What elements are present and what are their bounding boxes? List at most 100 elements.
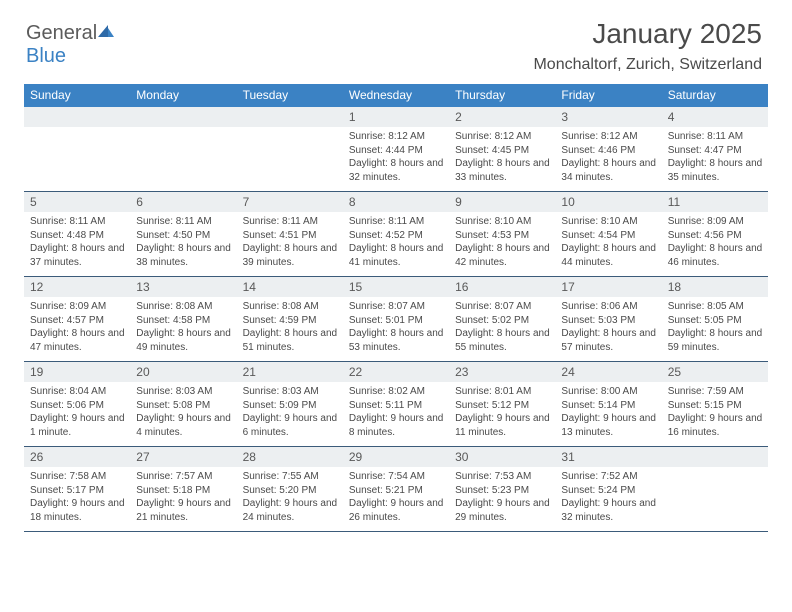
day-number: 20 <box>130 362 236 382</box>
calendar-day-cell: 16Sunrise: 8:07 AMSunset: 5:02 PMDayligh… <box>449 277 555 361</box>
sunset-text: Sunset: 5:21 PM <box>349 484 445 498</box>
day-details: Sunrise: 8:09 AMSunset: 4:57 PMDaylight:… <box>24 297 130 358</box>
sunset-text: Sunset: 4:54 PM <box>561 229 657 243</box>
calendar-day-cell <box>237 107 343 191</box>
day-number: 26 <box>24 447 130 467</box>
day-details: Sunrise: 8:03 AMSunset: 5:08 PMDaylight:… <box>130 382 236 443</box>
calendar-day-cell: 24Sunrise: 8:00 AMSunset: 5:14 PMDayligh… <box>555 362 661 446</box>
sunset-text: Sunset: 4:58 PM <box>136 314 232 328</box>
sunrise-text: Sunrise: 8:03 AM <box>136 385 232 399</box>
sunrise-text: Sunrise: 8:05 AM <box>668 300 764 314</box>
sunset-text: Sunset: 4:48 PM <box>30 229 126 243</box>
day-number: 22 <box>343 362 449 382</box>
sunrise-text: Sunrise: 8:12 AM <box>561 130 657 144</box>
day-number: 9 <box>449 192 555 212</box>
calendar-day-cell: 17Sunrise: 8:06 AMSunset: 5:03 PMDayligh… <box>555 277 661 361</box>
day-details: Sunrise: 8:03 AMSunset: 5:09 PMDaylight:… <box>237 382 343 443</box>
day-number: 25 <box>662 362 768 382</box>
sunset-text: Sunset: 4:57 PM <box>30 314 126 328</box>
calendar-day-cell: 13Sunrise: 8:08 AMSunset: 4:58 PMDayligh… <box>130 277 236 361</box>
sunset-text: Sunset: 4:56 PM <box>668 229 764 243</box>
day-number: 6 <box>130 192 236 212</box>
calendar-day-cell: 8Sunrise: 8:11 AMSunset: 4:52 PMDaylight… <box>343 192 449 276</box>
day-details: Sunrise: 8:08 AMSunset: 4:58 PMDaylight:… <box>130 297 236 358</box>
day-number: 16 <box>449 277 555 297</box>
calendar-day-cell: 11Sunrise: 8:09 AMSunset: 4:56 PMDayligh… <box>662 192 768 276</box>
day-details: Sunrise: 8:12 AMSunset: 4:46 PMDaylight:… <box>555 127 661 188</box>
sunset-text: Sunset: 4:52 PM <box>349 229 445 243</box>
page-subtitle: Monchaltorf, Zurich, Switzerland <box>533 56 762 74</box>
sunrise-text: Sunrise: 7:52 AM <box>561 470 657 484</box>
calendar-day-cell <box>130 107 236 191</box>
daylight-text: Daylight: 8 hours and 42 minutes. <box>455 242 551 269</box>
day-number: 30 <box>449 447 555 467</box>
day-number: 27 <box>130 447 236 467</box>
calendar-header-row: SundayMondayTuesdayWednesdayThursdayFrid… <box>24 84 768 107</box>
daylight-text: Daylight: 9 hours and 6 minutes. <box>243 412 339 439</box>
daylight-text: Daylight: 9 hours and 1 minute. <box>30 412 126 439</box>
day-number: 7 <box>237 192 343 212</box>
sunrise-text: Sunrise: 8:11 AM <box>136 215 232 229</box>
calendar-week-row: 5Sunrise: 8:11 AMSunset: 4:48 PMDaylight… <box>24 192 768 277</box>
daylight-text: Daylight: 9 hours and 24 minutes. <box>243 497 339 524</box>
sunset-text: Sunset: 4:51 PM <box>243 229 339 243</box>
sunset-text: Sunset: 5:02 PM <box>455 314 551 328</box>
daylight-text: Daylight: 9 hours and 18 minutes. <box>30 497 126 524</box>
day-number: 15 <box>343 277 449 297</box>
sunset-text: Sunset: 5:20 PM <box>243 484 339 498</box>
sunrise-text: Sunrise: 8:04 AM <box>30 385 126 399</box>
daylight-text: Daylight: 9 hours and 21 minutes. <box>136 497 232 524</box>
sunset-text: Sunset: 5:01 PM <box>349 314 445 328</box>
logo: General Blue <box>26 22 116 68</box>
calendar-day-cell: 5Sunrise: 8:11 AMSunset: 4:48 PMDaylight… <box>24 192 130 276</box>
daylight-text: Daylight: 8 hours and 53 minutes. <box>349 327 445 354</box>
day-number: 24 <box>555 362 661 382</box>
day-details: Sunrise: 8:06 AMSunset: 5:03 PMDaylight:… <box>555 297 661 358</box>
day-details: Sunrise: 8:11 AMSunset: 4:52 PMDaylight:… <box>343 212 449 273</box>
sunset-text: Sunset: 4:53 PM <box>455 229 551 243</box>
calendar-day-cell: 6Sunrise: 8:11 AMSunset: 4:50 PMDaylight… <box>130 192 236 276</box>
sunset-text: Sunset: 4:59 PM <box>243 314 339 328</box>
sunrise-text: Sunrise: 7:54 AM <box>349 470 445 484</box>
sunrise-text: Sunrise: 8:11 AM <box>349 215 445 229</box>
sunrise-text: Sunrise: 8:09 AM <box>30 300 126 314</box>
calendar-day-cell: 2Sunrise: 8:12 AMSunset: 4:45 PMDaylight… <box>449 107 555 191</box>
sunset-text: Sunset: 4:44 PM <box>349 144 445 158</box>
day-number: 12 <box>24 277 130 297</box>
day-details: Sunrise: 8:10 AMSunset: 4:53 PMDaylight:… <box>449 212 555 273</box>
day-number: 18 <box>662 277 768 297</box>
calendar-day-cell: 14Sunrise: 8:08 AMSunset: 4:59 PMDayligh… <box>237 277 343 361</box>
sunrise-text: Sunrise: 8:11 AM <box>243 215 339 229</box>
sunset-text: Sunset: 5:14 PM <box>561 399 657 413</box>
sunrise-text: Sunrise: 8:03 AM <box>243 385 339 399</box>
day-number: 11 <box>662 192 768 212</box>
calendar-day-cell <box>24 107 130 191</box>
day-number <box>237 107 343 127</box>
day-details: Sunrise: 8:01 AMSunset: 5:12 PMDaylight:… <box>449 382 555 443</box>
daylight-text: Daylight: 8 hours and 51 minutes. <box>243 327 339 354</box>
sunset-text: Sunset: 5:17 PM <box>30 484 126 498</box>
day-details: Sunrise: 8:12 AMSunset: 4:44 PMDaylight:… <box>343 127 449 188</box>
calendar-header-cell: Thursday <box>449 84 555 107</box>
sunrise-text: Sunrise: 8:07 AM <box>349 300 445 314</box>
calendar-week-row: 12Sunrise: 8:09 AMSunset: 4:57 PMDayligh… <box>24 277 768 362</box>
calendar-day-cell: 27Sunrise: 7:57 AMSunset: 5:18 PMDayligh… <box>130 447 236 531</box>
calendar-day-cell: 31Sunrise: 7:52 AMSunset: 5:24 PMDayligh… <box>555 447 661 531</box>
calendar-day-cell: 28 Sunrise: 7:55 AMSunset: 5:20 PMDayligh… <box>237 447 343 531</box>
calendar-day-cell: 10Sunrise: 8:10 AMSunset: 4:54 PMDayligh… <box>555 192 661 276</box>
daylight-text: Daylight: 8 hours and 33 minutes. <box>455 157 551 184</box>
daylight-text: Daylight: 8 hours and 34 minutes. <box>561 157 657 184</box>
sunrise-text: Sunrise: 7:55 AM <box>243 470 339 484</box>
sunrise-text: Sunrise: 8:12 AM <box>455 130 551 144</box>
sunset-text: Sunset: 4:45 PM <box>455 144 551 158</box>
sunrise-text: Sunrise: 8:10 AM <box>455 215 551 229</box>
daylight-text: Daylight: 8 hours and 59 minutes. <box>668 327 764 354</box>
day-details: Sunrise: 7:52 AMSunset: 5:24 PMDaylight:… <box>555 467 661 528</box>
day-details: Sunrise: 8:00 AMSunset: 5:14 PMDaylight:… <box>555 382 661 443</box>
day-details: Sunrise: 8:11 AMSunset: 4:50 PMDaylight:… <box>130 212 236 273</box>
day-details: Sunrise: 8:05 AMSunset: 5:05 PMDaylight:… <box>662 297 768 358</box>
daylight-text: Daylight: 8 hours and 55 minutes. <box>455 327 551 354</box>
day-number: 28 <box>237 447 343 467</box>
calendar-day-cell: 3Sunrise: 8:12 AMSunset: 4:46 PMDaylight… <box>555 107 661 191</box>
calendar-day-cell: 18Sunrise: 8:05 AMSunset: 5:05 PMDayligh… <box>662 277 768 361</box>
